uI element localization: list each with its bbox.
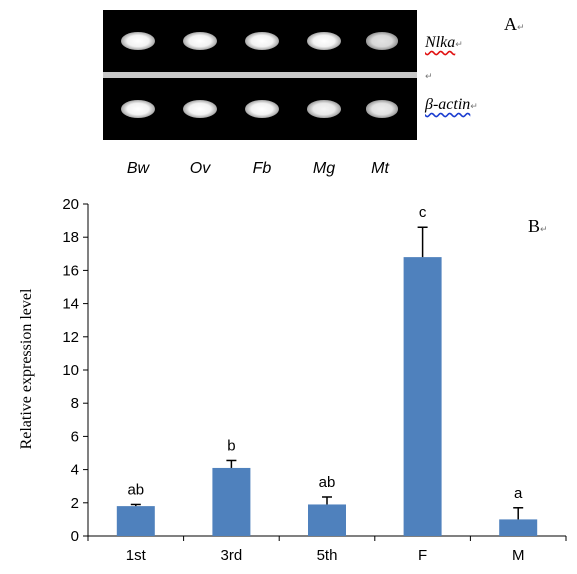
bar: [403, 257, 442, 536]
y-tick-label: 2: [71, 495, 79, 512]
lane-label: Bw: [126, 160, 150, 177]
bar: [212, 467, 251, 536]
gel-band: [245, 32, 279, 50]
significance-letter: ab: [127, 481, 144, 498]
gel-band: [183, 100, 217, 118]
significance-letter: b: [227, 437, 235, 454]
y-tick-label: 20: [62, 196, 79, 213]
gene-label-nlka: Nlka↵: [425, 34, 463, 51]
y-tick-label: 18: [62, 229, 79, 246]
gel-band: [121, 100, 155, 118]
gel-band: [245, 100, 279, 118]
gel-divider: [103, 72, 417, 78]
gel-band: [365, 32, 399, 50]
lane-label: Mt: [371, 160, 389, 177]
gene-label-beta-actin: β-actin↵: [425, 96, 478, 113]
significance-letter: ab: [319, 474, 336, 491]
panel-b-label: B↵: [528, 216, 548, 236]
x-tick-label: F: [418, 547, 427, 564]
lane-label: Ov: [189, 160, 211, 177]
paragraph-mark: ↵: [425, 72, 433, 82]
y-tick-label: 4: [71, 462, 79, 479]
x-tick-label: 3rd: [221, 547, 243, 564]
gel-band: [307, 100, 341, 118]
lane-label: Mg: [312, 160, 336, 177]
x-tick-label: 1st: [126, 547, 147, 564]
panel-a-label: A↵: [504, 14, 525, 34]
significance-letter: a: [514, 485, 523, 502]
y-tick-label: 0: [71, 528, 79, 545]
lane-label: Fb: [252, 160, 272, 177]
y-tick-label: 8: [71, 395, 79, 412]
gel-band: [307, 32, 341, 50]
x-tick-label: M: [512, 547, 525, 564]
bar: [499, 519, 538, 536]
y-tick-label: 12: [62, 329, 79, 346]
y-tick-label: 6: [71, 428, 79, 445]
gel-band: [365, 100, 399, 118]
gel-band: [121, 32, 155, 50]
y-tick-label: 10: [62, 362, 79, 379]
y-tick-label: 16: [62, 262, 79, 279]
gel-band: [183, 32, 217, 50]
significance-letter: c: [419, 204, 427, 221]
x-tick-label: 5th: [317, 547, 338, 564]
y-tick-label: 14: [62, 296, 79, 313]
bar: [116, 506, 155, 536]
bar: [308, 504, 346, 536]
